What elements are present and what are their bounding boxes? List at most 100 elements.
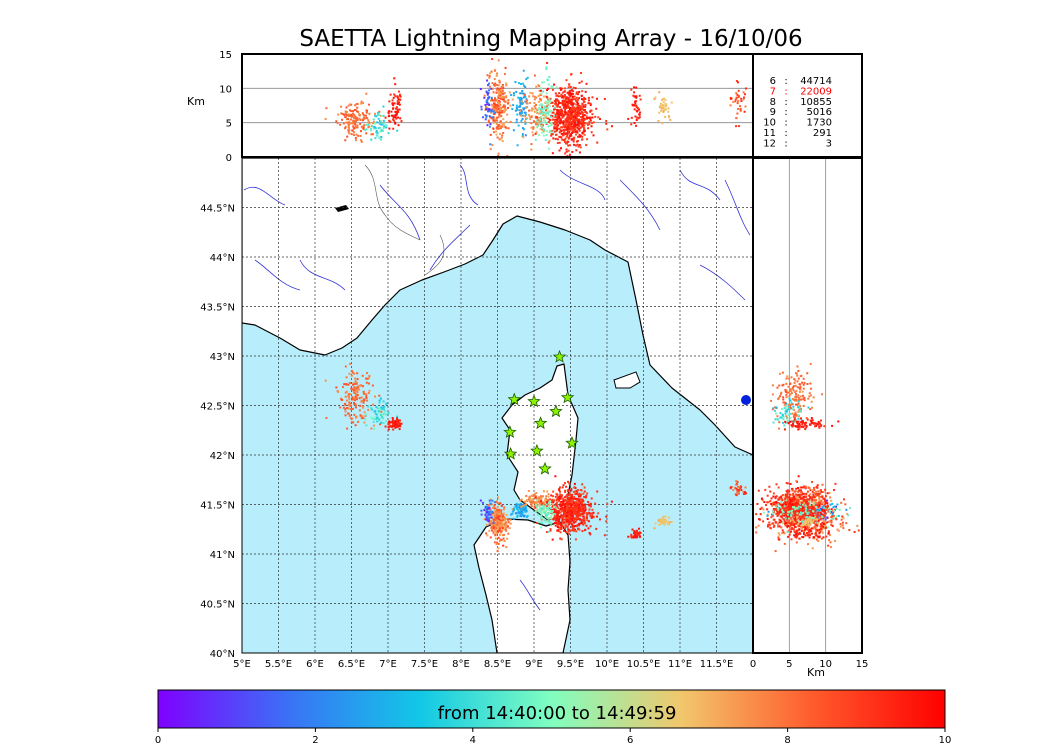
side-source-point <box>778 506 781 509</box>
altitude-source-point <box>526 76 529 79</box>
altitude-source-point <box>528 95 531 98</box>
altitude-source-point <box>580 80 583 83</box>
map-source-point <box>574 505 577 508</box>
map-source-point <box>545 513 548 516</box>
map-source-point <box>594 502 597 505</box>
map-source-point <box>541 495 544 498</box>
side-source-point <box>824 525 827 528</box>
side-source-point <box>798 489 801 492</box>
altitude-source-point <box>743 93 746 96</box>
altitude-source-point <box>571 101 574 104</box>
altitude-source-point <box>533 105 536 108</box>
altitude-source-point <box>497 116 500 119</box>
map-source-point <box>489 502 492 505</box>
side-source-point <box>796 386 799 389</box>
altitude-source-point <box>566 96 569 99</box>
altitude-source-point <box>531 92 534 95</box>
side-source-point <box>786 494 789 497</box>
lake-shape <box>335 205 349 212</box>
map-source-point <box>572 497 575 500</box>
map-source-point <box>556 510 559 513</box>
altitude-source-point <box>592 121 595 124</box>
map-source-point <box>479 499 482 502</box>
altitude-source-point <box>633 122 636 125</box>
altitude-source-point <box>563 131 566 134</box>
side-source-point <box>785 496 788 499</box>
map-source-point <box>498 539 501 542</box>
map-source-point <box>372 427 375 430</box>
map-source-point <box>519 514 522 517</box>
map-source-point <box>565 485 568 488</box>
map-source-point <box>398 422 401 425</box>
map-source-point <box>605 520 608 523</box>
map-source-point <box>556 513 559 516</box>
map-source-point <box>566 502 569 505</box>
altitude-source-point <box>497 127 500 130</box>
map-source-point <box>525 515 528 518</box>
altitude-source-point <box>582 115 585 118</box>
side-source-point <box>806 528 809 531</box>
altitude-source-point <box>520 92 523 95</box>
side-source-point <box>811 495 814 498</box>
side-source-point <box>836 503 839 506</box>
altitude-source-point <box>501 85 504 88</box>
side-source-point <box>794 398 797 401</box>
altitude-source-point <box>566 135 569 138</box>
altitude-source-point <box>583 126 586 129</box>
altitude-source-point <box>497 152 500 155</box>
altitude-source-point <box>664 115 667 118</box>
map-source-point <box>489 513 492 516</box>
side-source-point <box>835 505 838 508</box>
altitude-source-point <box>396 110 399 113</box>
altitude-source-point <box>665 108 668 111</box>
map-source-point <box>565 505 568 508</box>
map-source-point <box>635 534 638 537</box>
map-lat-tick-label: 42.5°N <box>200 402 235 413</box>
altitude-source-point <box>735 92 738 95</box>
map-source-point <box>582 511 585 514</box>
map-source-point <box>365 395 368 398</box>
side-source-point <box>823 514 826 517</box>
side-source-point <box>788 490 791 493</box>
map-source-point <box>576 513 579 516</box>
map-source-point <box>349 417 352 420</box>
altitude-source-point <box>542 90 545 93</box>
map-lon-tick-label: 10.5°E <box>627 659 661 670</box>
station-count-stations: 12 <box>763 138 776 149</box>
side-source-point <box>818 505 821 508</box>
side-source-point <box>805 492 808 495</box>
map-source-point <box>502 514 505 517</box>
map-source-point <box>605 515 608 518</box>
side-source-point <box>819 501 822 504</box>
side-source-point <box>802 498 805 501</box>
altitude-source-point <box>581 113 584 116</box>
altitude-source-point <box>526 99 529 102</box>
altitude-source-point <box>374 114 377 117</box>
side-source-point <box>803 529 806 532</box>
map-source-point <box>568 518 571 521</box>
altitude-source-point <box>508 91 511 94</box>
altitude-source-point <box>486 74 489 77</box>
map-source-point <box>551 505 554 508</box>
map-source-point <box>379 407 382 410</box>
altitude-source-point <box>583 117 586 120</box>
map-source-point <box>521 509 524 512</box>
altitude-source-point <box>347 118 350 121</box>
altitude-source-point <box>577 93 580 96</box>
altitude-source-point <box>660 107 663 110</box>
altitude-source-point <box>553 114 556 117</box>
side-source-point <box>781 529 784 532</box>
map-source-point <box>485 523 488 526</box>
map-source-point <box>383 408 386 411</box>
map-source-point <box>363 421 366 424</box>
side-source-point <box>784 390 787 393</box>
altitude-source-point <box>569 95 572 98</box>
map-source-point <box>573 506 576 509</box>
map-source-point <box>509 522 512 525</box>
side-source-point <box>793 517 796 520</box>
map-source-point <box>348 381 351 384</box>
altitude-source-point <box>571 129 574 132</box>
side-source-point <box>810 394 813 397</box>
altitude-source-point <box>380 136 383 139</box>
map-source-point <box>545 507 548 510</box>
